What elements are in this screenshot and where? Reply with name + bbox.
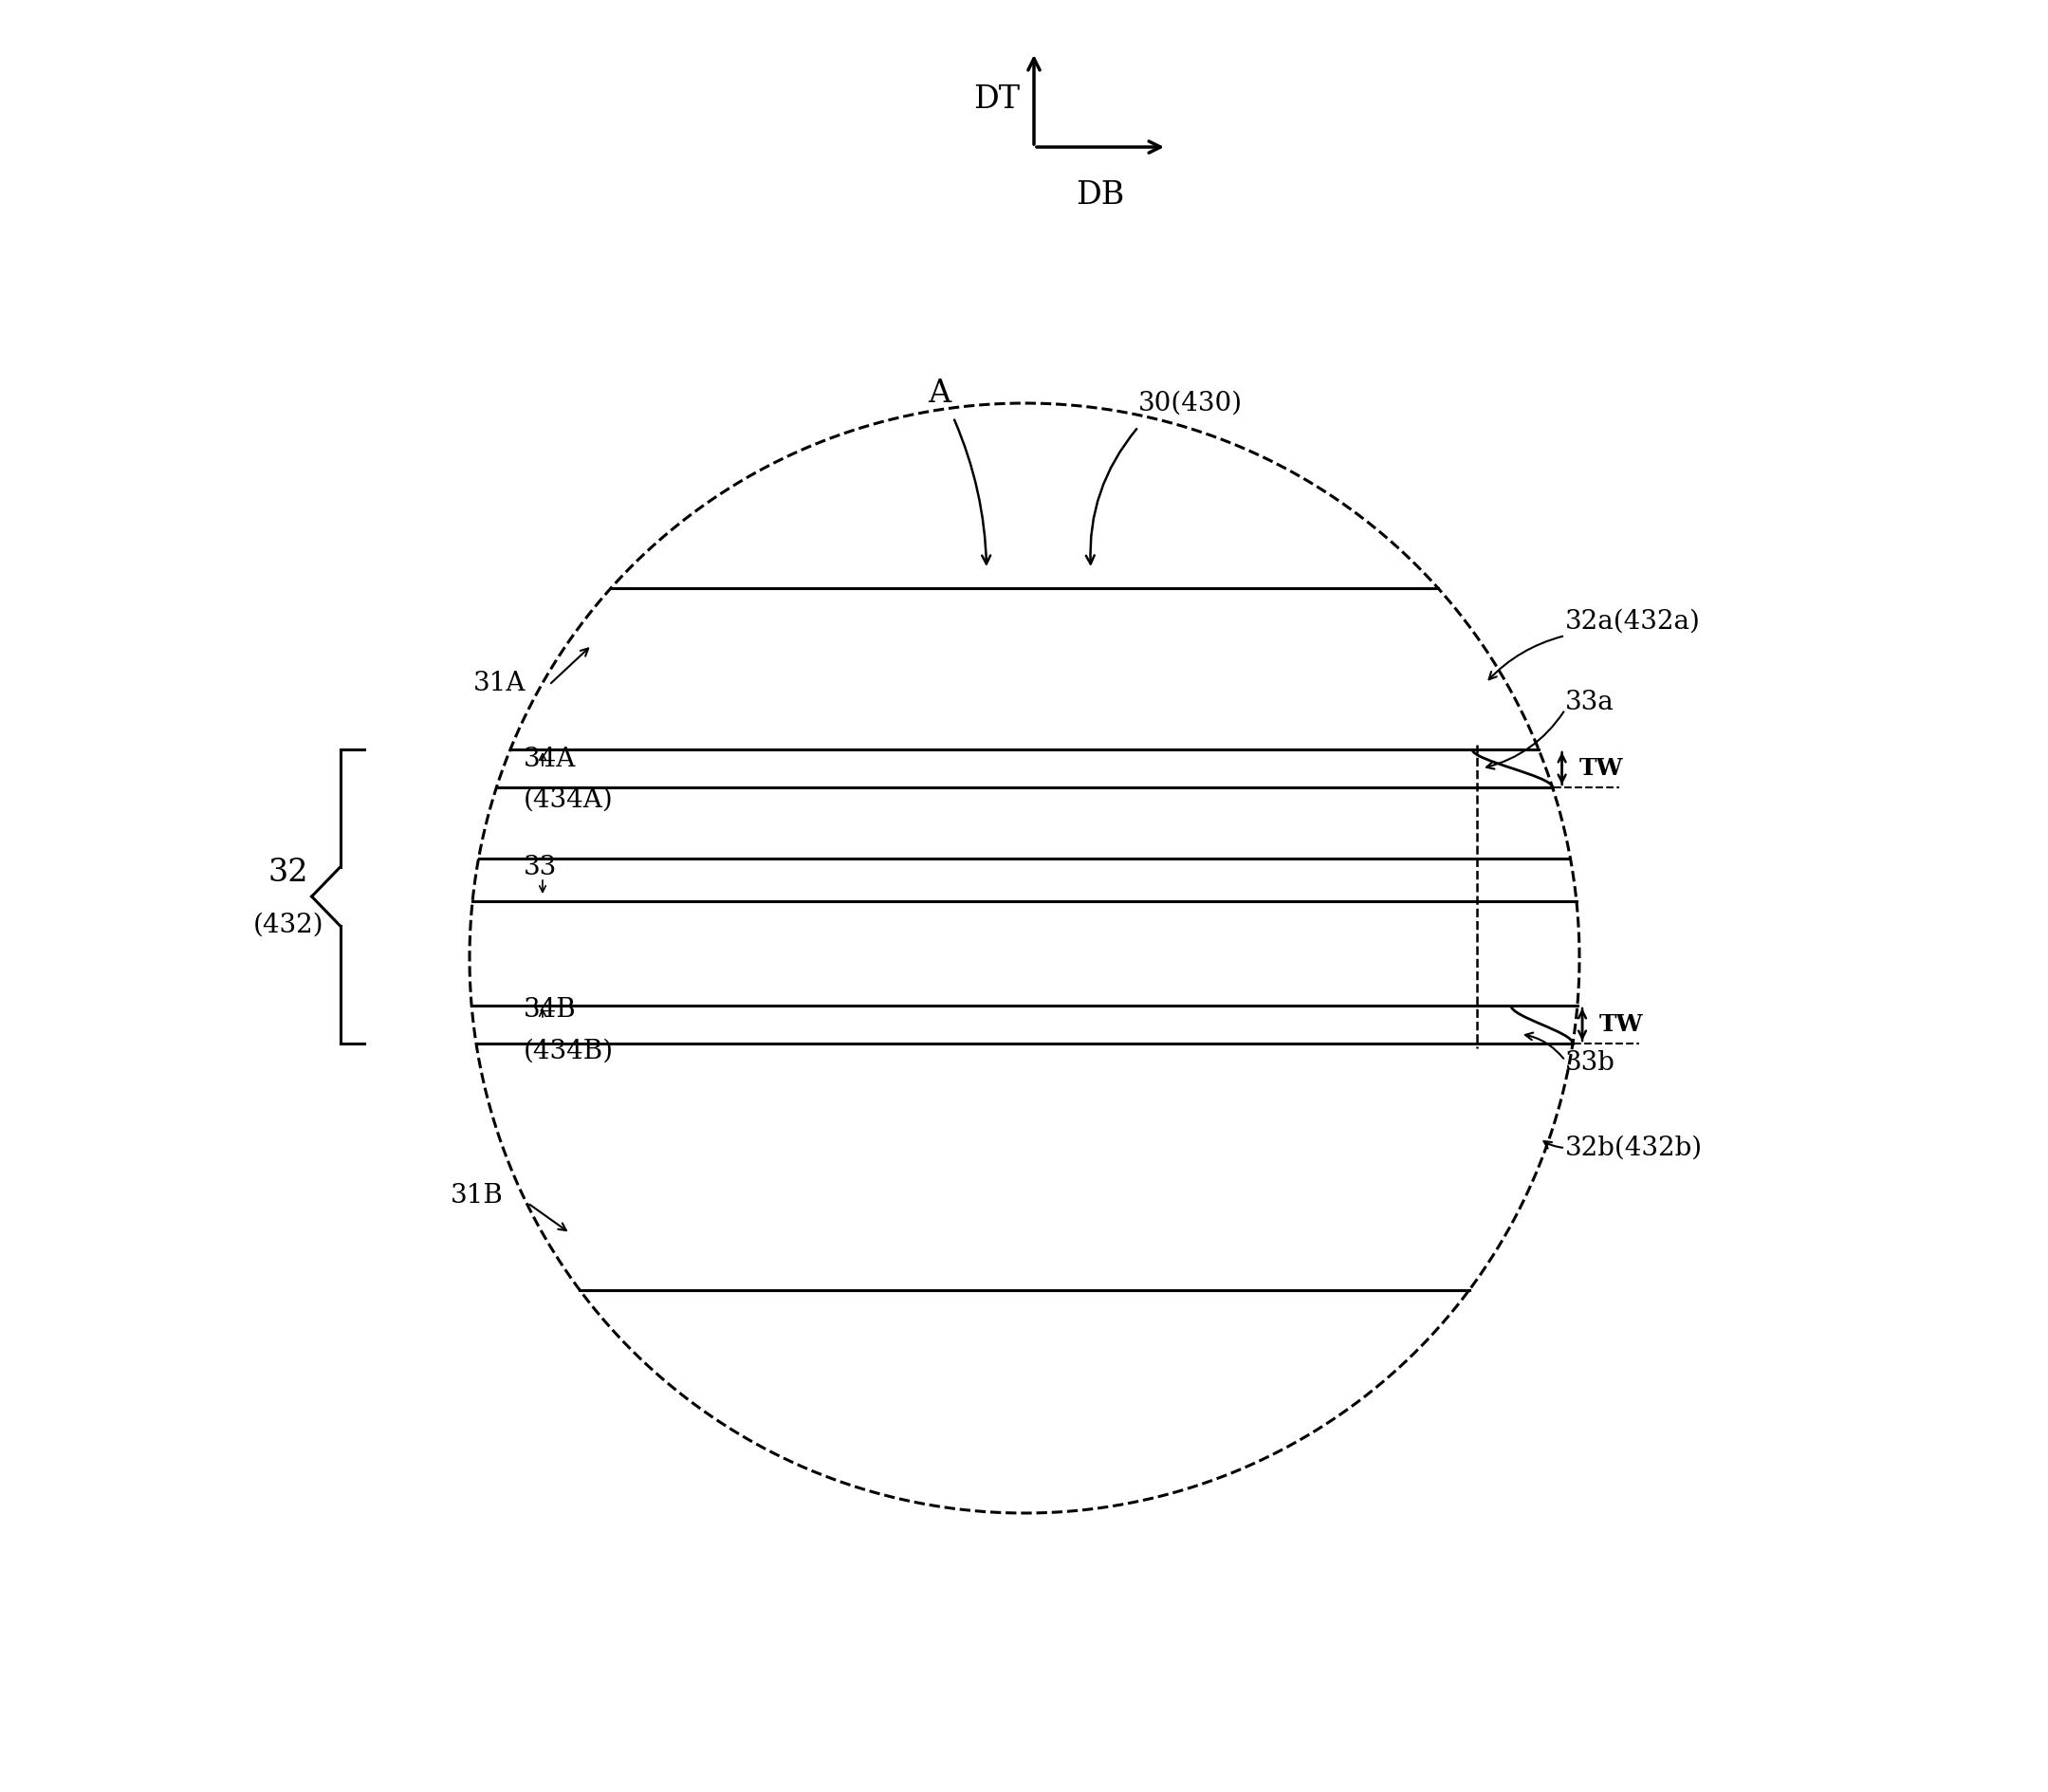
Text: 30(430): 30(430) xyxy=(1139,391,1243,416)
Text: 33: 33 xyxy=(524,855,557,882)
Text: 34B: 34B xyxy=(524,998,575,1023)
Text: (432): (432) xyxy=(252,912,324,937)
Text: (434A): (434A) xyxy=(524,787,614,812)
Text: 34A: 34A xyxy=(524,745,575,772)
Text: TW: TW xyxy=(1599,1012,1645,1036)
Text: 31A: 31A xyxy=(473,670,526,695)
Text: DB: DB xyxy=(1075,181,1124,211)
Text: TW: TW xyxy=(1579,756,1624,780)
Text: A: A xyxy=(928,378,950,409)
Text: (434B): (434B) xyxy=(524,1038,614,1064)
Text: 33b: 33b xyxy=(1565,1050,1616,1075)
Text: 32: 32 xyxy=(268,858,307,889)
Text: 32b(432b): 32b(432b) xyxy=(1565,1134,1702,1161)
Text: DT: DT xyxy=(973,84,1020,115)
Text: 31B: 31B xyxy=(451,1183,504,1208)
Text: 33a: 33a xyxy=(1565,690,1614,715)
Text: 32a(432a): 32a(432a) xyxy=(1565,609,1700,634)
